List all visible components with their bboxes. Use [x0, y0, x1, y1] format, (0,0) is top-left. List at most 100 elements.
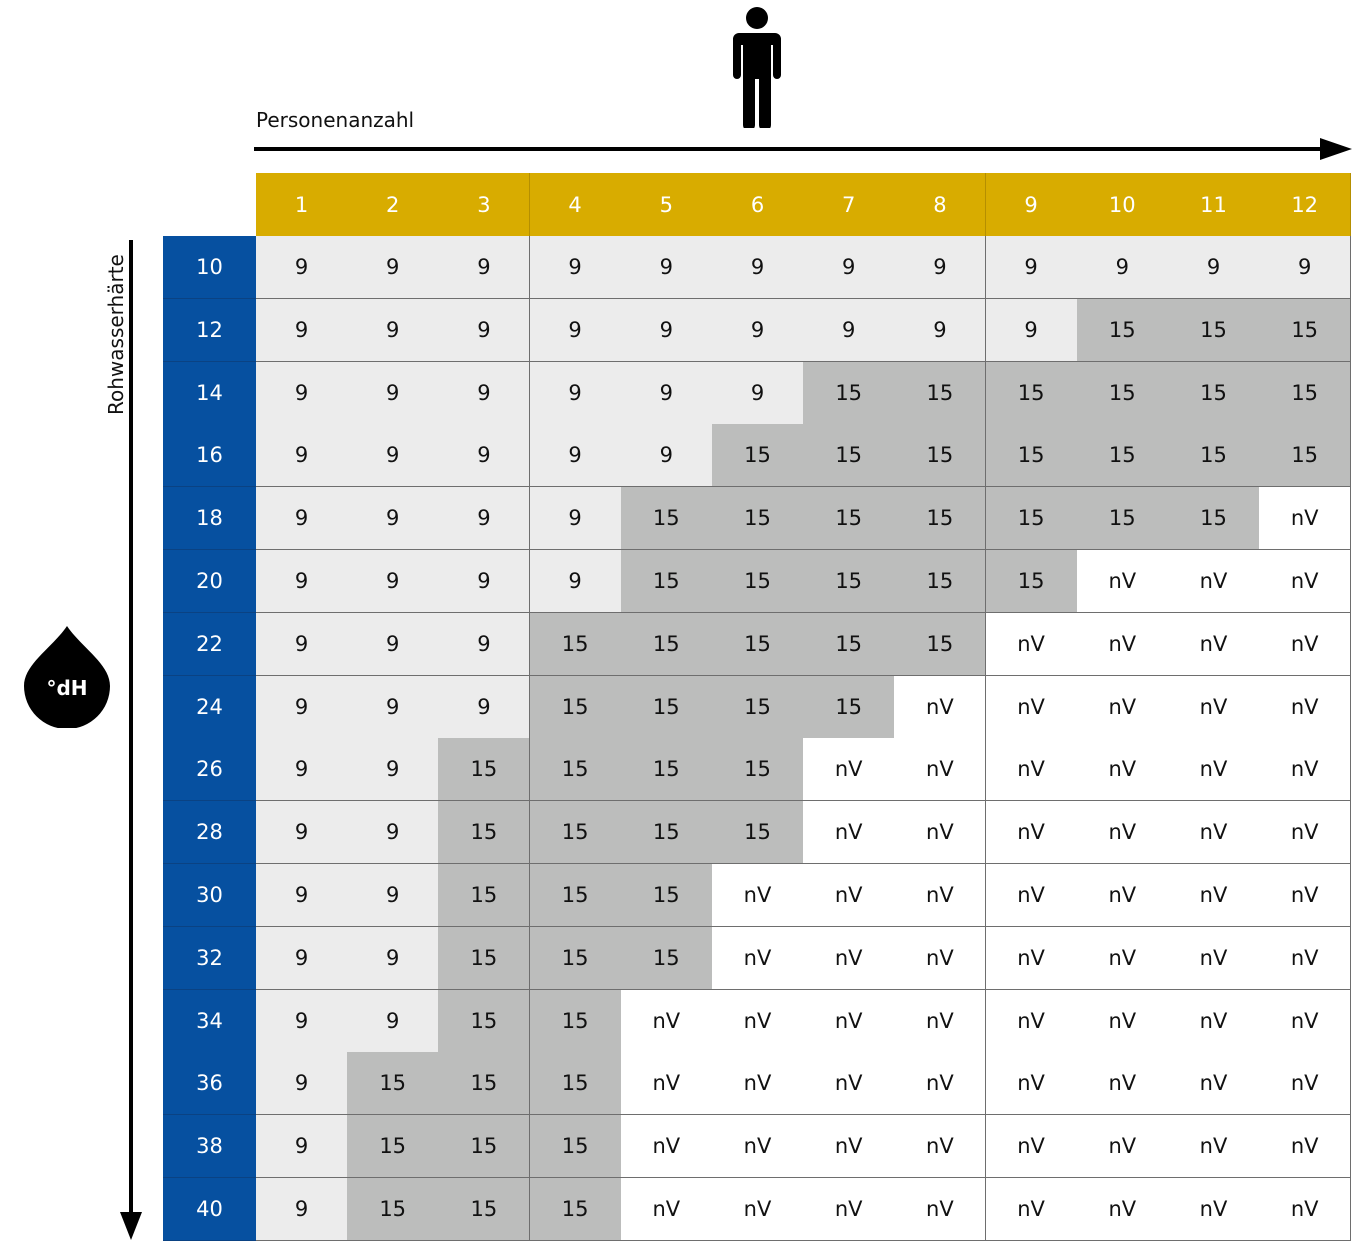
table-cell: nV [894, 989, 987, 1053]
table-cell: nV [1168, 675, 1260, 739]
table-cell: nV [803, 1178, 896, 1241]
table-cell: 9 [529, 361, 622, 425]
column-header: 7 [803, 173, 896, 236]
table-cell: nV [803, 1052, 896, 1116]
table-cell: 9 [620, 298, 713, 362]
table-cell: nV [1259, 738, 1352, 802]
table-cell: 9 [256, 864, 348, 927]
row-header: 22 [163, 612, 256, 676]
table-cell: 15 [985, 361, 1078, 425]
table-cell: nV [712, 989, 804, 1053]
table-cell: 9 [438, 236, 531, 299]
table-cell: 15 [803, 675, 896, 739]
table-cell: 15 [438, 738, 531, 802]
table-cell: 15 [985, 424, 1078, 488]
table-cell: 9 [347, 612, 440, 676]
table-cell: 9 [1259, 236, 1352, 299]
table-cell: 9 [438, 298, 531, 362]
table-cell: 9 [620, 424, 713, 488]
table-cell: nV [985, 675, 1078, 739]
table-cell: 9 [256, 550, 348, 613]
table-cell: 9 [438, 424, 531, 488]
table-cell: 15 [894, 361, 987, 425]
table-cell: 9 [347, 550, 440, 613]
table-cell: 15 [529, 675, 622, 739]
table-cell: nV [1076, 989, 1169, 1053]
table-cell: 9 [256, 236, 348, 299]
table-cell: nV [1259, 550, 1352, 613]
table-cell: 9 [529, 298, 622, 362]
table-cell: 15 [803, 612, 896, 676]
column-header: 3 [438, 173, 531, 236]
table-cell: 15 [1168, 487, 1260, 551]
table-cell: 9 [347, 236, 440, 299]
table-cell: nV [1076, 675, 1169, 739]
table-cell: 9 [438, 487, 531, 551]
table-cell: nV [1168, 989, 1260, 1053]
row-header: 34 [163, 989, 256, 1053]
table-cell: 15 [894, 424, 987, 488]
x-axis-label: Personenanzahl [256, 108, 415, 132]
table-cell: 9 [1076, 236, 1169, 299]
table-cell: nV [894, 1115, 987, 1179]
table-cell: nV [1259, 1115, 1352, 1179]
table-cell: nV [803, 1115, 896, 1179]
table-cell: nV [1259, 1178, 1352, 1241]
table-cell: 9 [256, 1178, 348, 1241]
table-cell: 15 [438, 989, 531, 1053]
table-cell: 15 [529, 612, 622, 676]
table-cell: 9 [256, 989, 348, 1053]
table-cell: 15 [712, 675, 804, 739]
row-header: 24 [163, 675, 256, 739]
table-cell: 15 [985, 550, 1078, 613]
row-header: 12 [163, 298, 256, 362]
table-cell: 15 [347, 1115, 440, 1179]
table-cell: 15 [1076, 424, 1169, 488]
table-cell: nV [1259, 989, 1352, 1053]
table-cell: nV [712, 864, 804, 927]
table-cell: 15 [529, 1115, 622, 1179]
table-cell: nV [620, 1178, 713, 1241]
table-cell: nV [1259, 926, 1352, 990]
table-cell: nV [1168, 1052, 1260, 1116]
table-cell: nV [1076, 1052, 1169, 1116]
column-header: 6 [712, 173, 804, 236]
table-cell: 9 [803, 298, 896, 362]
table-cell: 15 [620, 864, 713, 927]
table-cell: nV [620, 1115, 713, 1179]
table-cell: 15 [529, 738, 622, 802]
table-cell: 9 [256, 424, 348, 488]
table-cell: 15 [712, 424, 804, 488]
table-cell: nV [1076, 1115, 1169, 1179]
row-header: 10 [163, 236, 256, 299]
table-cell: nV [1076, 1178, 1169, 1241]
row-header: 28 [163, 801, 256, 865]
column-header: 9 [985, 173, 1078, 236]
table-cell: 9 [529, 236, 622, 299]
table-cell: 15 [620, 487, 713, 551]
row-header: 32 [163, 926, 256, 990]
table-cell: 9 [256, 487, 348, 551]
table-cell: nV [985, 738, 1078, 802]
table-cell: 15 [1168, 424, 1260, 488]
row-header: 26 [163, 738, 256, 802]
table-cell: 15 [529, 1178, 622, 1241]
table-cell: nV [1259, 801, 1352, 865]
table-cell: nV [1076, 864, 1169, 927]
table-cell: 9 [347, 424, 440, 488]
column-header: 11 [1168, 173, 1260, 236]
table-cell: 15 [712, 801, 804, 865]
table-cell: nV [1168, 612, 1260, 676]
table-cell: nV [1076, 612, 1169, 676]
table-cell: 9 [347, 864, 440, 927]
row-header: 30 [163, 864, 256, 927]
table-cell: 9 [529, 487, 622, 551]
table-cell: 9 [438, 550, 531, 613]
column-header: 4 [529, 173, 622, 236]
table-cell: 9 [256, 1052, 348, 1116]
table-cell: 15 [438, 926, 531, 990]
table-cell: 15 [529, 864, 622, 927]
table-cell: 9 [894, 298, 987, 362]
table-cell: 15 [712, 487, 804, 551]
table-cell: 15 [529, 989, 622, 1053]
